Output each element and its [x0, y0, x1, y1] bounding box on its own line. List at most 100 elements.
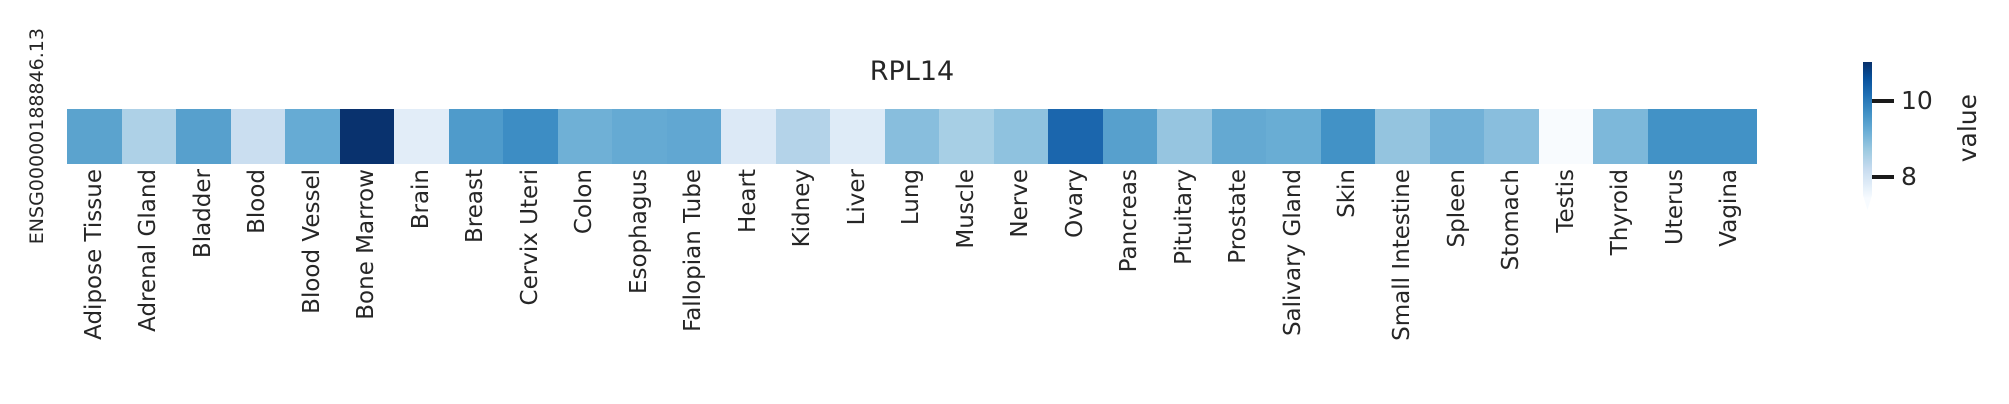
- x-tick-label: Spleen: [1443, 169, 1470, 248]
- x-tick-label: Vagina: [1716, 169, 1743, 247]
- heatmap-cell-stomach: [1484, 109, 1539, 164]
- colorbar: 10 8: [1863, 62, 2009, 212]
- x-tick-label: Lung: [898, 169, 925, 226]
- colorbar-tick-label-10: 10: [1901, 86, 1933, 115]
- heatmap-cell-pancreas: [1102, 109, 1158, 164]
- x-tick-pituitary: Pituitary: [1157, 169, 1212, 401]
- heatmap-cell-salivary-gland: [1266, 109, 1321, 164]
- x-tick-small-intestine: Small Intestine: [1375, 169, 1430, 401]
- x-tick-label: Brain: [407, 169, 434, 230]
- x-tick-label: Pancreas: [1116, 169, 1143, 273]
- x-tick-adrenal-gland: Adrenal Gland: [122, 169, 177, 401]
- heatmap-cell-small-intestine: [1375, 109, 1430, 164]
- x-tick-label: Uterus: [1661, 169, 1688, 246]
- x-tick-bladder: Bladder: [176, 169, 231, 401]
- heatmap-cell-lung: [884, 109, 940, 164]
- heatmap-cell-adrenal-gland: [121, 109, 177, 164]
- x-tick-label: Ovary: [1061, 169, 1088, 238]
- heatmap-cell-ovary: [1048, 109, 1103, 164]
- x-tick-fallopian-tube: Fallopian Tube: [667, 169, 722, 401]
- x-tick-label: Prostate: [1225, 169, 1252, 264]
- x-axis-tick-labels: Adipose Tissue Adrenal Gland Bladder Blood B…: [67, 169, 1757, 401]
- x-tick-label: Salivary Gland: [1279, 169, 1306, 337]
- heatmap-cell-vagina: [1702, 109, 1757, 164]
- x-tick-spleen: Spleen: [1430, 169, 1485, 401]
- y-axis-label-box: ENSG00000188846.13: [18, 16, 56, 257]
- x-tick-label: Nerve: [1007, 169, 1034, 238]
- heatmap-cell-pituitary: [1157, 109, 1212, 164]
- heatmap-cell-bladder: [176, 109, 231, 164]
- x-tick-label: Adipose Tissue: [80, 169, 107, 340]
- x-tick-label: Blood: [244, 169, 271, 234]
- heatmap-cell-colon: [557, 109, 613, 164]
- x-tick-cervix-uteri: Cervix Uteri: [503, 169, 558, 401]
- heatmap-cell-adipose-tissue: [67, 109, 122, 164]
- heatmap-cell-heart: [721, 109, 776, 164]
- x-tick-label: Esophagus: [625, 169, 652, 295]
- x-tick-label: Fallopian Tube: [680, 169, 707, 332]
- colorbar-tick-mark-8: [1872, 175, 1894, 179]
- x-tick-skin: Skin: [1321, 169, 1376, 401]
- x-tick-kidney: Kidney: [776, 169, 831, 401]
- heatmap-cell-breast: [448, 109, 504, 164]
- x-tick-liver: Liver: [830, 169, 885, 401]
- x-tick-label: Adrenal Gland: [135, 169, 162, 332]
- x-tick-colon: Colon: [558, 169, 613, 401]
- x-tick-muscle: Muscle: [939, 169, 994, 401]
- x-tick-vagina: Vagina: [1702, 169, 1757, 401]
- x-tick-prostate: Prostate: [1212, 169, 1267, 401]
- colorbar-tick-label-8: 8: [1901, 162, 1917, 191]
- heatmap-cell-cervix-uteri: [503, 109, 558, 164]
- heatmap-cell-testis: [1538, 109, 1594, 164]
- x-tick-pancreas: Pancreas: [1103, 169, 1158, 401]
- heatmap-cell-brain: [394, 109, 449, 164]
- heatmap-cell-esophagus: [612, 109, 667, 164]
- colorbar-label: value: [1953, 94, 1983, 163]
- x-tick-bone-marrow: Bone Marrow: [340, 169, 395, 401]
- x-tick-brain: Brain: [394, 169, 449, 401]
- heatmap-cell-prostate: [1211, 109, 1267, 164]
- x-tick-heart: Heart: [721, 169, 776, 401]
- colorbar-gradient: [1863, 62, 1872, 210]
- x-tick-label: Heart: [734, 169, 761, 234]
- x-tick-label: Small Intestine: [1388, 169, 1415, 341]
- colorbar-label-box: value: [1948, 62, 1988, 195]
- heatmap-cell-liver: [830, 109, 885, 164]
- x-tick-nerve: Nerve: [994, 169, 1049, 401]
- x-tick-ovary: Ovary: [1048, 169, 1103, 401]
- gene-id-tick-label: ENSG00000188846.13: [25, 28, 48, 245]
- x-tick-label: Stomach: [1498, 169, 1525, 271]
- heatmap-cell-muscle: [939, 109, 994, 164]
- x-tick-label: Colon: [571, 169, 598, 235]
- x-tick-label: Blood Vessel: [298, 169, 325, 314]
- x-tick-label: Bone Marrow: [353, 169, 380, 320]
- x-tick-blood-vessel: Blood Vessel: [285, 169, 340, 401]
- x-tick-stomach: Stomach: [1484, 169, 1539, 401]
- x-tick-lung: Lung: [885, 169, 940, 401]
- x-tick-label: Bladder: [189, 169, 216, 259]
- heatmap-cell-bone-marrow: [339, 109, 395, 164]
- heatmap-cell-skin: [1320, 109, 1376, 164]
- heatmap-cell-kidney: [775, 109, 831, 164]
- x-tick-label: Thyroid: [1607, 169, 1634, 256]
- x-tick-label: Testis: [1552, 169, 1579, 233]
- heatmap-cell-thyroid: [1593, 109, 1648, 164]
- colorbar-tick-mark-10: [1872, 99, 1894, 103]
- x-tick-label: Kidney: [789, 169, 816, 248]
- x-tick-blood: Blood: [231, 169, 286, 401]
- x-tick-label: Pituitary: [1170, 169, 1197, 265]
- heatmap-cell-uterus: [1647, 109, 1703, 164]
- chart-title: RPL14: [869, 56, 955, 87]
- heatmap-cell-spleen: [1429, 109, 1485, 164]
- x-tick-esophagus: Esophagus: [612, 169, 667, 401]
- x-tick-label: Liver: [843, 169, 870, 226]
- heatmap-row: [67, 109, 1757, 164]
- x-tick-label: Skin: [1334, 169, 1361, 218]
- heatmap-cell-blood: [230, 109, 286, 164]
- x-tick-breast: Breast: [449, 169, 504, 401]
- x-tick-salivary-gland: Salivary Gland: [1266, 169, 1321, 401]
- x-tick-testis: Testis: [1539, 169, 1594, 401]
- heatmap-cell-fallopian-tube: [666, 109, 722, 164]
- heatmap-cell-blood-vessel: [285, 109, 340, 164]
